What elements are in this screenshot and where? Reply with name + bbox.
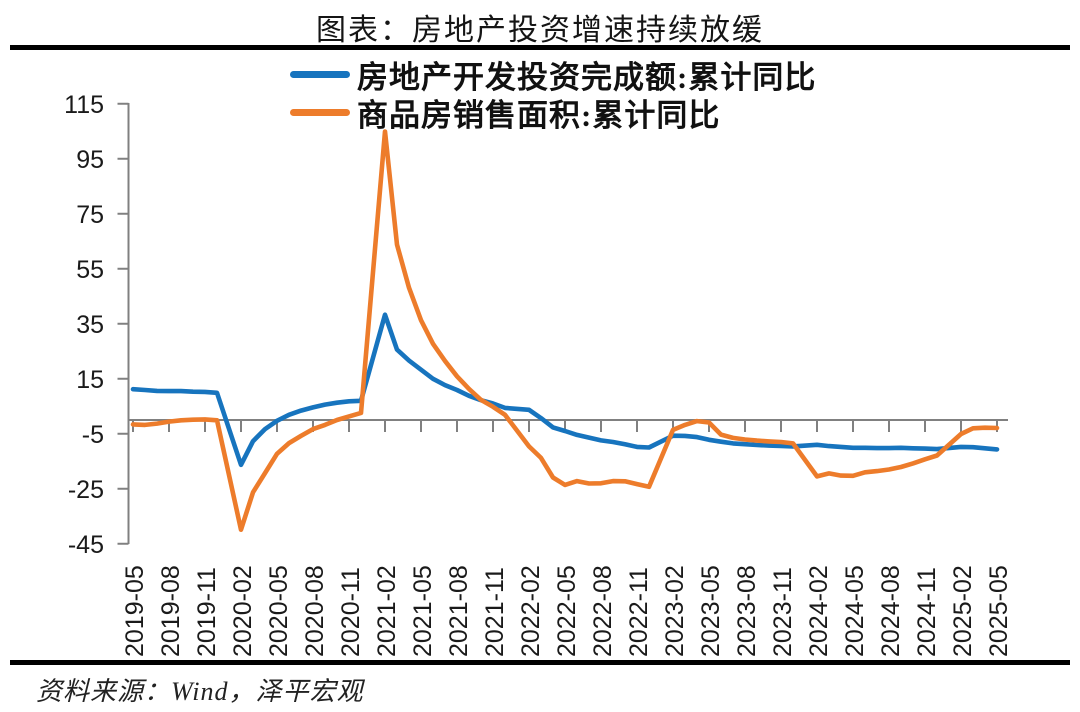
x-tick-label: 2020-05 <box>265 565 293 657</box>
x-tick-label: 2023-05 <box>697 565 725 657</box>
chart-legend: 房地产开发投资完成额:累计同比 商品房销售面积:累计同比 <box>290 57 816 133</box>
x-tick-label: 2022-08 <box>589 565 617 657</box>
x-tick-label: 2020-08 <box>301 565 329 657</box>
x-tick-label: 2021-11 <box>481 567 509 657</box>
y-tick-label: -45 <box>68 531 104 559</box>
legend-label-sales-area: 商品房销售面积:累计同比 <box>357 98 721 133</box>
legend-item-sales-area: 商品房销售面积:累计同比 <box>290 95 816 133</box>
legend-label-investment: 房地产开发投资完成额:累计同比 <box>357 60 817 95</box>
x-tick-label: 2023-02 <box>661 565 689 657</box>
x-tick-label: 2021-08 <box>445 565 473 657</box>
y-tick-label: 95 <box>76 146 104 174</box>
x-tick-label: 2022-02 <box>517 565 545 657</box>
x-tick-label: 2021-02 <box>373 565 401 657</box>
x-tick-label: 2022-05 <box>553 565 581 657</box>
x-tick-label: 2020-11 <box>337 567 365 657</box>
y-tick-label: -25 <box>68 476 104 504</box>
y-tick-label: 15 <box>76 366 104 394</box>
bottom-divider-rule <box>10 660 1070 665</box>
x-tick-label: 2024-02 <box>805 565 833 657</box>
series-line-0 <box>130 312 1000 468</box>
x-tick-label: 2025-05 <box>985 565 1013 657</box>
legend-line-swatch-orange <box>290 109 350 116</box>
x-tick-label: 2019-05 <box>121 565 149 657</box>
x-tick-label: 2025-02 <box>949 565 977 657</box>
legend-line-swatch-blue <box>290 71 350 78</box>
y-tick-label: -5 <box>82 421 104 449</box>
x-tick-label: 2022-11 <box>625 567 653 657</box>
axes: 115 95 75 55 35 15 -5 -25 -45 2019-05 2019-08 2019-… <box>64 91 1013 657</box>
source-note: 资料来源：Wind，泽平宏观 <box>36 677 364 706</box>
top-divider-rule <box>10 45 1070 50</box>
y-tick-label: 35 <box>76 311 104 339</box>
x-tick-label: 2020-02 <box>229 565 257 657</box>
x-tick-label: 2023-08 <box>733 565 761 657</box>
x-tick-label: 2019-08 <box>157 565 185 657</box>
legend-item-investment: 房地产开发投资完成额:累计同比 <box>290 57 816 95</box>
chart-title: 图表：房地产投资增速持续放缓 <box>316 14 764 47</box>
y-tick-label: 115 <box>64 91 104 119</box>
series-line-1 <box>130 129 1000 532</box>
x-tick-label: 2023-11 <box>769 567 797 657</box>
x-tick-label: 2021-05 <box>409 565 437 657</box>
x-tick-label: 2024-08 <box>877 565 905 657</box>
x-tick-label: 2024-05 <box>841 565 869 657</box>
y-tick-label: 75 <box>76 201 104 229</box>
y-tick-label: 55 <box>76 256 104 284</box>
x-tick-label: 2024-11 <box>913 567 941 657</box>
x-tick-label: 2019-11 <box>193 567 221 657</box>
